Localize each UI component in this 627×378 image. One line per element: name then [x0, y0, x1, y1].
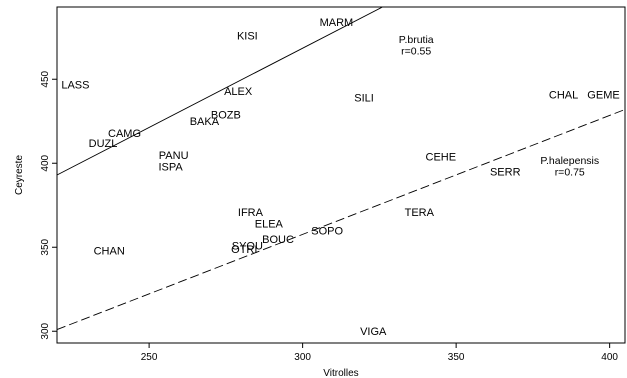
annotation-label: r=0.55	[401, 46, 431, 58]
x-tick-label: 300	[294, 352, 311, 363]
y-axis-title: Ceyreste	[14, 155, 25, 195]
point-label-bouc: BOUC	[262, 234, 294, 246]
point-label-marm: MARM	[320, 17, 354, 29]
point-label-duzl: DUZL	[89, 138, 118, 150]
point-label-panu: PANU	[159, 150, 189, 162]
y-tick-label: 300	[40, 322, 51, 339]
point-label-sili: SILI	[354, 93, 374, 105]
regression-lines	[56, 6, 626, 330]
regression-line-solid	[56, 6, 383, 176]
point-label-geme: GEME	[587, 89, 619, 101]
point-label-otri: OTRI	[231, 244, 257, 256]
point-label-syou: SYOU	[232, 241, 263, 253]
point-label-chal: CHAL	[549, 89, 578, 101]
y-tick-label: 350	[40, 238, 51, 255]
point-label-ifra: IFRA	[238, 207, 264, 219]
annotation-label: P.brutia	[399, 34, 434, 46]
point-label-sopo: SOPO	[311, 225, 343, 237]
point-label-serr: SERR	[490, 167, 521, 179]
point-label-ispa: ISPA	[158, 162, 183, 174]
x-axis-title: Vitrolles	[323, 368, 358, 378]
point-label-alex: ALEX	[224, 86, 253, 98]
point-label-lass: LASS	[61, 79, 89, 91]
x-tick-label: 250	[141, 352, 158, 363]
x-tick-label: 400	[601, 352, 618, 363]
point-label-baka: BAKA	[190, 116, 220, 128]
plot-area-frame	[56, 6, 626, 344]
point-label-tera: TERA	[405, 207, 435, 219]
point-label-viga: VIGA	[360, 326, 387, 338]
point-label-elea: ELEA	[255, 219, 284, 231]
y-tick-label: 450	[40, 70, 51, 87]
annotation-label: r=0.75	[555, 167, 585, 179]
axis-ticks: 250 300 350 400 300 350 400 450	[40, 70, 618, 363]
annotation-label: P.halepensis	[540, 155, 599, 167]
point-label-kisi: KISI	[237, 31, 258, 43]
point-label-cehe: CEHE	[426, 152, 457, 164]
point-label-camg: CAMG	[108, 128, 141, 140]
y-tick-label: 400	[40, 154, 51, 171]
point-label-bozb: BOZB	[211, 110, 241, 122]
point-label-chan: CHAN	[94, 246, 125, 258]
regression-line-dashed	[56, 109, 626, 330]
x-tick-label: 350	[448, 352, 465, 363]
